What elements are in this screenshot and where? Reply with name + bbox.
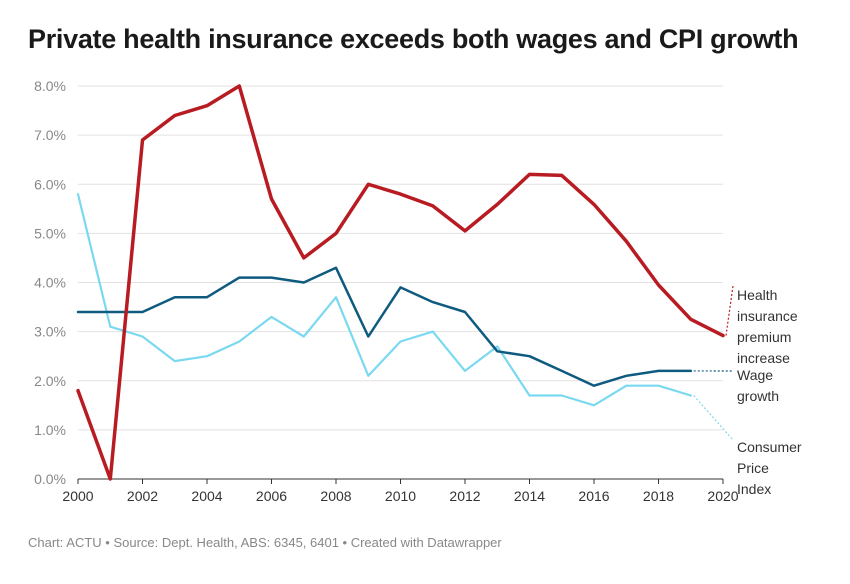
series-label: premium xyxy=(737,329,791,345)
chart-title: Private health insurance exceeds both wa… xyxy=(28,24,799,54)
x-tick-label: 2018 xyxy=(643,488,674,504)
series-line xyxy=(76,193,692,407)
y-tick-label: 1.0% xyxy=(34,422,66,438)
y-tick-label: 3.0% xyxy=(34,324,66,340)
label-connector xyxy=(725,285,734,336)
series-label: Price xyxy=(737,460,769,476)
series-lines xyxy=(76,84,725,481)
series-label: Wage xyxy=(737,367,773,383)
x-tick-label: 2008 xyxy=(320,488,351,504)
y-tick-label: 8.0% xyxy=(34,78,66,94)
x-tick-label: 2020 xyxy=(707,488,738,504)
y-tick-label: 0.0% xyxy=(34,471,66,487)
x-tick-label: 2002 xyxy=(127,488,158,504)
series-label: insurance xyxy=(737,308,798,324)
y-tick-label: 6.0% xyxy=(34,176,66,192)
series-label: increase xyxy=(737,350,790,366)
x-tick-label: 2014 xyxy=(514,488,545,504)
y-axis: 0.0% 1.0% 2.0% 3.0% 4.0% 5.0% 6.0% 7.0% 8.0% xyxy=(34,78,66,487)
x-tick-label: 2012 xyxy=(449,488,480,504)
x-tick-label: 2010 xyxy=(385,488,416,504)
y-tick-label: 4.0% xyxy=(34,275,66,291)
label-connector xyxy=(693,395,734,441)
gridlines xyxy=(78,85,723,480)
x-tick-label: 2004 xyxy=(191,488,222,504)
chart-footer: Chart: ACTU • Source: Dept. Health, ABS:… xyxy=(28,535,502,550)
series-label: Index xyxy=(737,481,771,497)
series-line xyxy=(76,84,725,481)
series-label: Consumer xyxy=(737,439,802,455)
y-tick-label: 5.0% xyxy=(34,225,66,241)
x-tick-label: 2016 xyxy=(578,488,609,504)
y-tick-label: 2.0% xyxy=(34,373,66,389)
series-label: Health xyxy=(737,287,777,303)
x-axis: 2000 2002 2004 2006 2008 2010 2012 2014 2016 2018… xyxy=(62,479,739,504)
series-line xyxy=(76,266,693,387)
series-label: growth xyxy=(737,388,779,404)
x-tick-label: 2000 xyxy=(62,488,93,504)
y-tick-label: 7.0% xyxy=(34,127,66,143)
x-tick-label: 2006 xyxy=(256,488,287,504)
